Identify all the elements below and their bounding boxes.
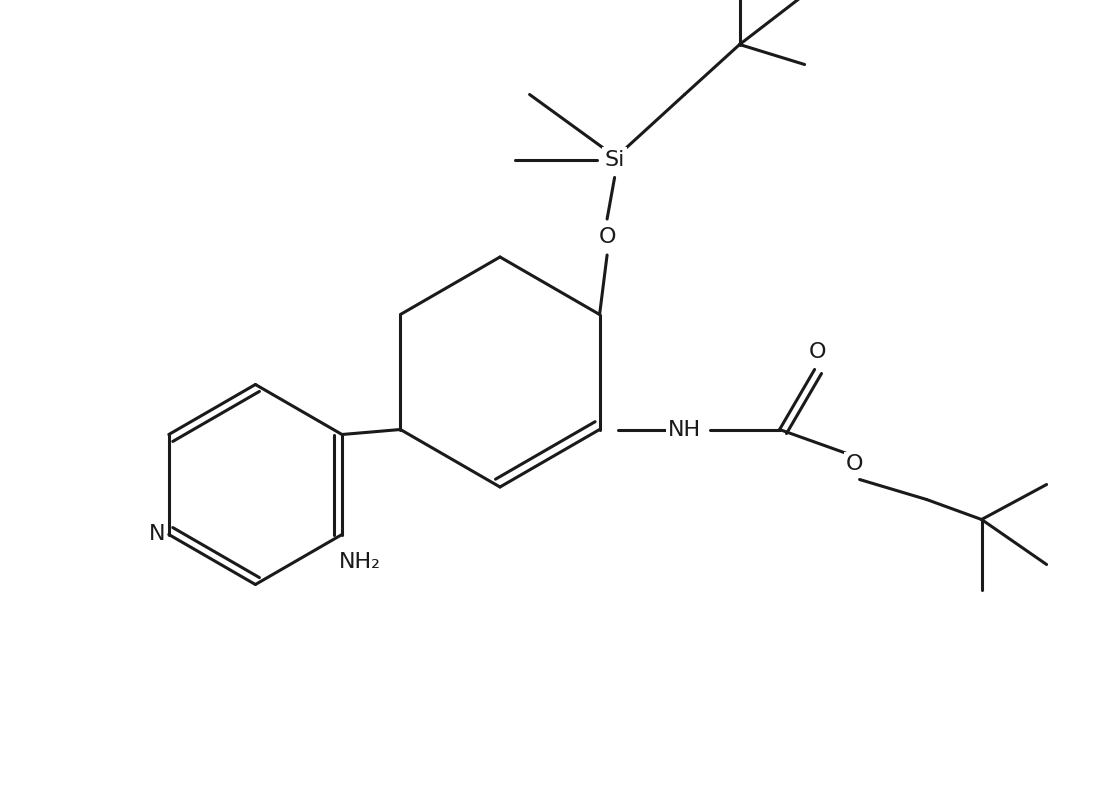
Text: O: O bbox=[846, 455, 864, 474]
Text: NH: NH bbox=[668, 420, 701, 440]
Text: NH₂: NH₂ bbox=[339, 553, 381, 573]
Text: O: O bbox=[809, 341, 826, 361]
Text: N: N bbox=[148, 524, 165, 545]
Text: Si: Si bbox=[605, 150, 625, 169]
Text: O: O bbox=[598, 227, 616, 247]
